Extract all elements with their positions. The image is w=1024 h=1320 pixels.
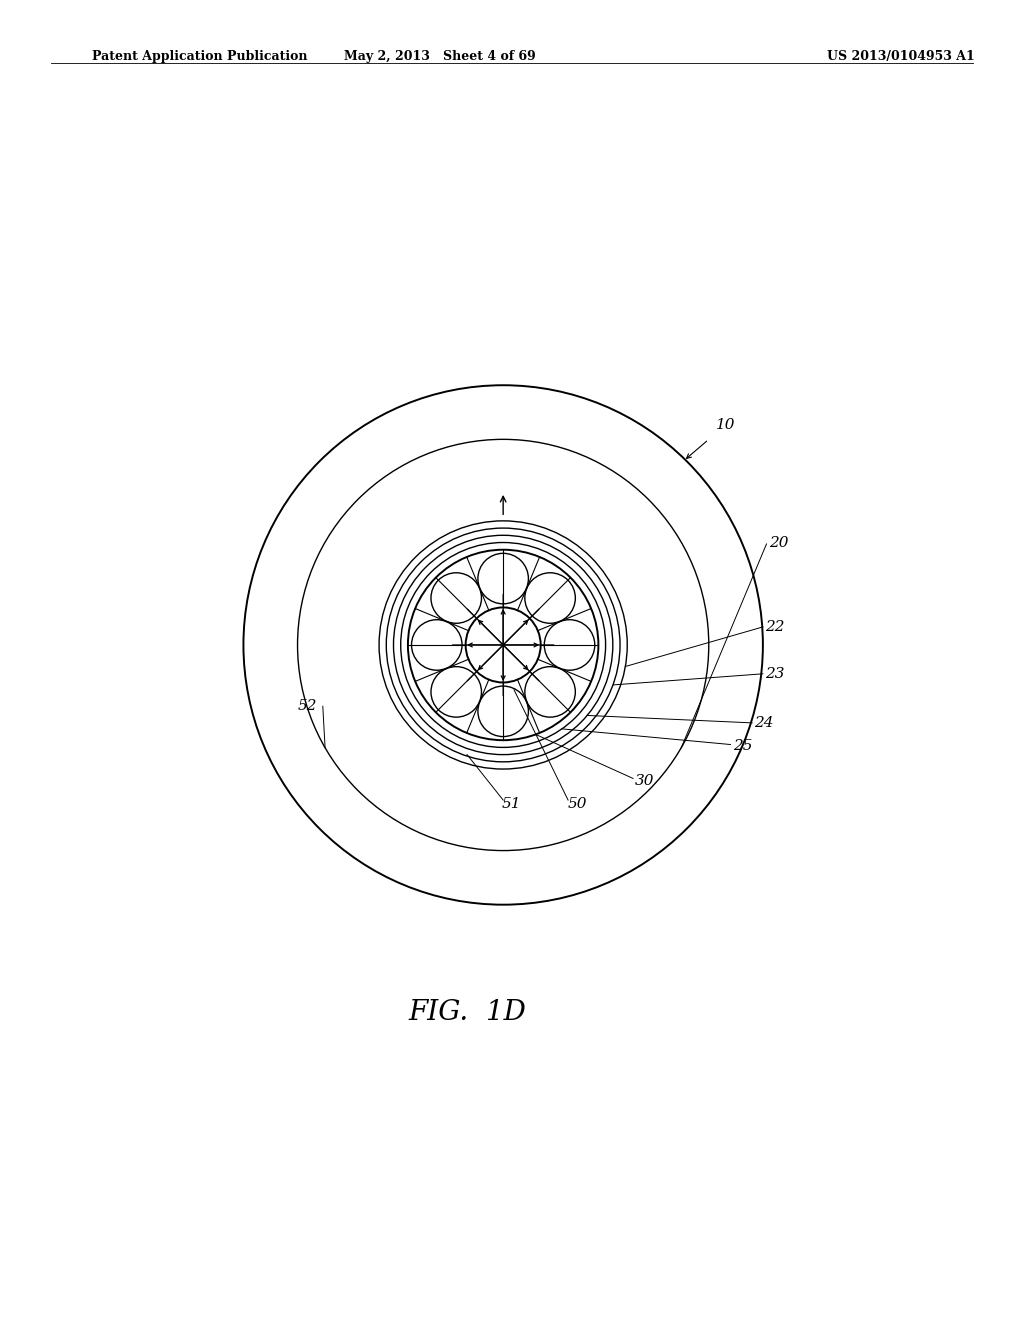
Text: May 2, 2013   Sheet 4 of 69: May 2, 2013 Sheet 4 of 69 [344, 50, 537, 63]
Text: 51: 51 [502, 797, 521, 810]
Text: US 2013/0104953 A1: US 2013/0104953 A1 [827, 50, 975, 63]
Text: 22: 22 [765, 620, 784, 634]
Text: 25: 25 [732, 739, 752, 752]
Text: 24: 24 [755, 715, 774, 730]
Text: 52: 52 [298, 700, 317, 713]
Text: 50: 50 [568, 797, 588, 810]
Text: 20: 20 [769, 536, 788, 549]
Text: 30: 30 [635, 774, 654, 788]
Text: 10: 10 [716, 418, 735, 432]
Text: Patent Application Publication: Patent Application Publication [92, 50, 307, 63]
Text: FIG.  1D: FIG. 1D [409, 999, 526, 1027]
Text: 23: 23 [765, 667, 784, 681]
